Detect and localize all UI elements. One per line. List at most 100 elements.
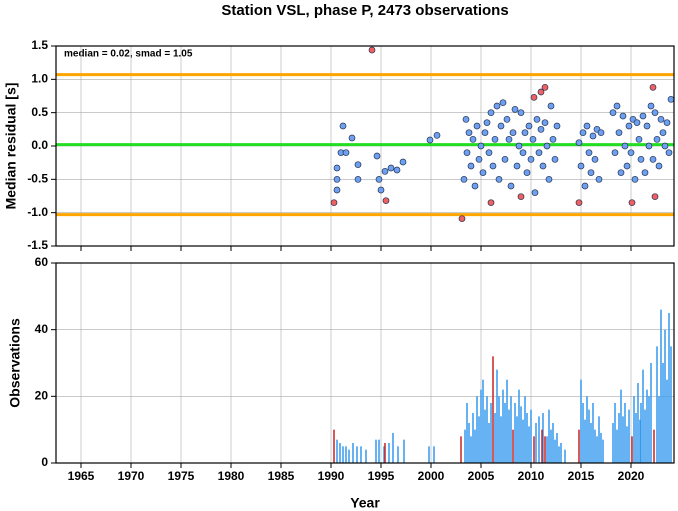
bar	[526, 413, 528, 463]
point	[645, 142, 653, 150]
point	[539, 162, 547, 170]
point	[541, 83, 549, 91]
point	[597, 129, 605, 137]
point	[579, 129, 587, 137]
bar	[333, 429, 335, 463]
point	[531, 189, 539, 197]
point	[458, 215, 466, 223]
bar	[644, 409, 646, 463]
bar	[653, 429, 655, 463]
point	[333, 175, 341, 183]
bar	[550, 429, 552, 463]
point	[663, 119, 671, 127]
point	[653, 135, 661, 143]
bar	[494, 413, 496, 463]
point	[527, 155, 535, 163]
bar	[352, 443, 354, 463]
bar	[339, 443, 341, 463]
bar	[556, 433, 558, 463]
bar	[558, 446, 560, 463]
point	[583, 122, 591, 130]
bar	[656, 346, 658, 463]
point	[627, 149, 635, 157]
x-tick-label: 1980	[218, 469, 245, 483]
bar	[490, 403, 492, 463]
point	[426, 136, 434, 144]
point	[493, 102, 501, 110]
point	[667, 95, 675, 103]
point	[382, 197, 390, 205]
bar	[336, 439, 338, 463]
bar	[600, 433, 602, 463]
point	[587, 169, 595, 177]
point	[575, 139, 583, 147]
bar	[492, 356, 494, 463]
point	[469, 135, 477, 143]
x-tick-label: 2000	[418, 469, 445, 483]
point	[575, 199, 583, 207]
bar	[530, 409, 532, 463]
point	[613, 102, 621, 110]
bar	[403, 439, 405, 463]
bar	[522, 419, 524, 463]
point	[339, 122, 347, 130]
bar	[612, 423, 614, 463]
panel: -1.5 -1.0 -0.5 0.0 0.5 1.0 1.5	[27, 38, 675, 252]
point	[585, 149, 593, 157]
bar	[397, 446, 399, 463]
point	[509, 129, 517, 137]
point	[354, 175, 362, 183]
annotation: median = 0.02, smad = 1.05	[64, 49, 193, 60]
point	[647, 102, 655, 110]
point	[475, 155, 483, 163]
bar	[664, 329, 666, 463]
plot-frame	[55, 45, 675, 247]
x-tick-label: 2005	[468, 469, 495, 483]
point	[525, 122, 533, 130]
bar	[580, 379, 582, 463]
point	[549, 135, 557, 143]
bar	[360, 446, 362, 463]
bar	[544, 436, 546, 463]
bar	[584, 419, 586, 463]
bar	[648, 396, 650, 463]
point	[639, 112, 647, 120]
point	[589, 132, 597, 140]
point	[553, 122, 561, 130]
point	[489, 162, 497, 170]
bar	[518, 389, 520, 463]
bar	[642, 369, 644, 463]
point	[609, 109, 617, 117]
point	[479, 169, 487, 177]
bar	[628, 409, 630, 463]
point	[485, 149, 493, 157]
bar	[622, 416, 624, 463]
bar	[670, 346, 672, 463]
point	[595, 175, 603, 183]
bar	[620, 389, 622, 463]
point	[533, 115, 541, 123]
point	[537, 88, 545, 96]
y-tick-label: 1.0	[31, 72, 48, 86]
bar	[524, 396, 526, 463]
point	[373, 152, 381, 160]
point	[591, 155, 599, 163]
point	[617, 169, 625, 177]
bar	[614, 403, 616, 463]
x-tick-label: 1970	[118, 469, 145, 483]
bar	[546, 436, 548, 463]
y-tick-label: -0.5	[27, 172, 48, 186]
bar	[650, 363, 652, 463]
bar	[502, 389, 504, 463]
point	[537, 125, 545, 133]
point	[471, 182, 479, 190]
bar	[378, 439, 380, 463]
bar	[486, 396, 488, 463]
bar	[482, 379, 484, 463]
point	[637, 155, 645, 163]
point	[517, 193, 525, 201]
point	[491, 135, 499, 143]
y-tick-label: 0	[41, 455, 48, 469]
bar	[504, 403, 506, 463]
x-tick-label: 1990	[318, 469, 345, 483]
